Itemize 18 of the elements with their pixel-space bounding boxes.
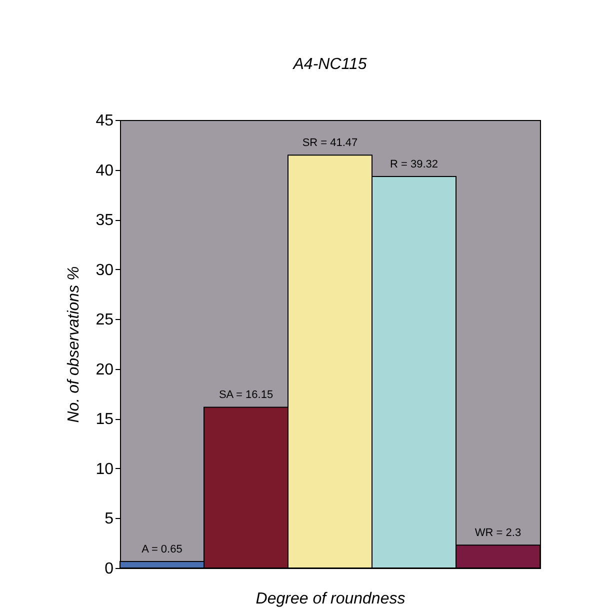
y-axis-title: No. of observations %: [66, 266, 83, 423]
data-label: WR = 2.3: [474, 527, 522, 540]
y-tick-label: 45: [96, 112, 114, 130]
y-tick-label: 15: [96, 411, 114, 428]
y-tick-label: 10: [96, 460, 114, 478]
data-label: SA = 16.15: [218, 389, 274, 402]
y-tick-label: 30: [96, 262, 114, 279]
y-tick-label: 0: [104, 560, 114, 578]
chart-title: A4-NC115: [292, 56, 367, 73]
data-label: A = 0.65: [142, 544, 182, 556]
x-axis-title: Degree of roundness: [256, 590, 406, 608]
y-tick-label: 35: [96, 212, 114, 230]
y-tick-label: 20: [96, 361, 114, 378]
y-tick-label: 25: [96, 312, 114, 329]
data-label: R = 39.32: [390, 158, 438, 171]
data-label: SR = 41.47: [302, 137, 358, 150]
y-tick-label: 5: [104, 510, 114, 528]
y-tick-label: 40: [96, 162, 114, 180]
